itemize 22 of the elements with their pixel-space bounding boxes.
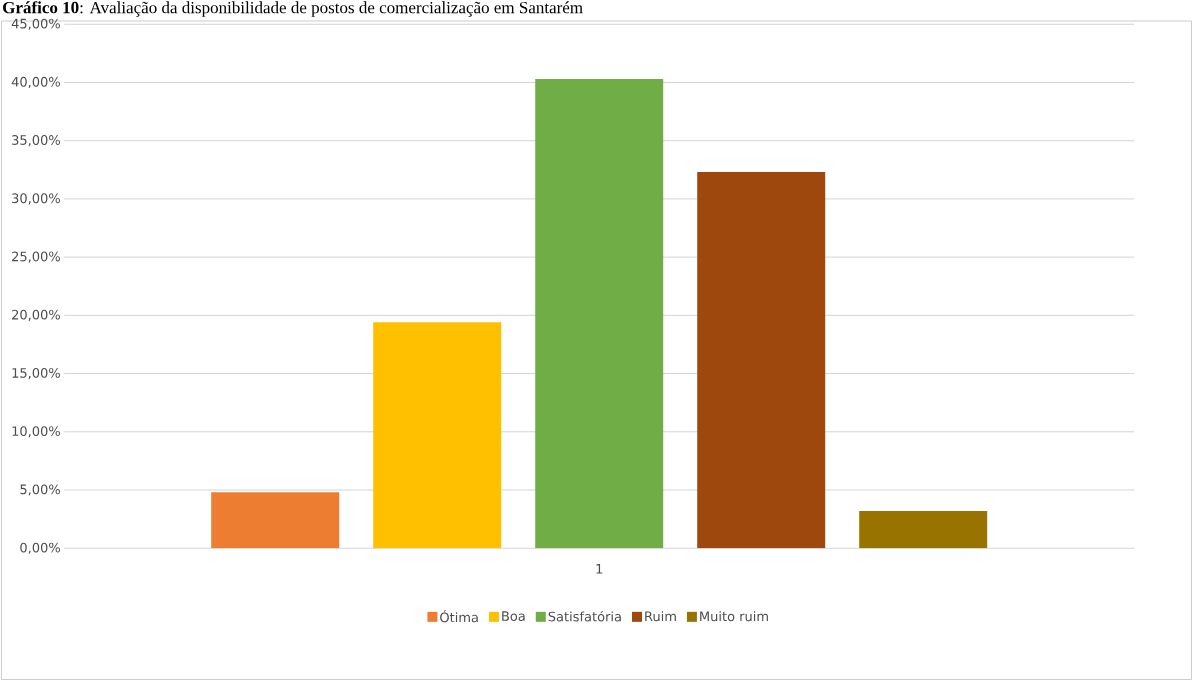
- y-tick-label: 5,00%: [20, 484, 60, 496]
- legend-label: Satisfatória: [548, 610, 621, 622]
- x-tick-label: 1: [596, 564, 603, 574]
- legend-label: Ruim: [645, 611, 676, 622]
- legend-label: Boa: [502, 611, 525, 622]
- y-tick-label: 35,00%: [12, 135, 60, 147]
- legend-label: Ótima: [440, 610, 478, 623]
- bar: [535, 78, 664, 549]
- y-tick-label: 40,00%: [11, 76, 60, 89]
- bar: [697, 172, 826, 549]
- y-tick-label: 15,00%: [12, 367, 60, 380]
- bar: [859, 510, 988, 549]
- bar: [373, 322, 502, 549]
- y-tick-label: 0,00%: [20, 542, 60, 554]
- y-tick-label: 25,00%: [12, 251, 60, 263]
- y-tick-label: 30,00%: [12, 193, 60, 205]
- y-tick-label: 20,00%: [12, 309, 60, 321]
- legend-label: Muito ruim: [700, 611, 768, 622]
- bar: [211, 492, 340, 549]
- y-tick-label: 45,00%: [11, 18, 60, 30]
- chart-title: Gráfico 10: Avaliação da disponibilidade de postos de comercialização em Santarém: [3, 1, 583, 17]
- y-tick-label: 10,00%: [12, 426, 60, 438]
